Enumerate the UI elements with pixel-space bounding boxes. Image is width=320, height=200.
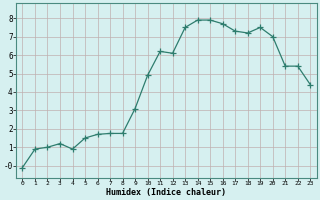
X-axis label: Humidex (Indice chaleur): Humidex (Indice chaleur) bbox=[106, 188, 226, 197]
